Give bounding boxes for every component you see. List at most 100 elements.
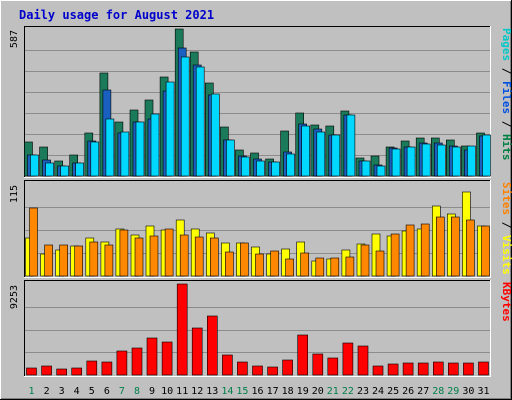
x-tick-label: 11 [176, 386, 188, 397]
series-sites [29, 207, 490, 277]
legend-item: Files [500, 81, 512, 114]
x-tick-label: 17 [267, 386, 279, 397]
plot-area-bottom [24, 280, 491, 377]
legend-item: Sites [500, 182, 512, 215]
bar-sites [164, 228, 174, 277]
bar-kbytes [237, 361, 248, 376]
bar-kbytes [432, 361, 444, 376]
bar-sites [194, 236, 204, 277]
bar-sites [44, 244, 53, 277]
bar-pages [286, 153, 295, 177]
bar-sites [225, 251, 234, 277]
bar-sites [435, 216, 445, 277]
bar-pages [391, 148, 401, 177]
bar-kbytes [252, 365, 263, 376]
bar-pages [421, 143, 431, 177]
legend-item: / [500, 215, 512, 235]
bar-sites [315, 257, 325, 277]
bar-kbytes [146, 337, 158, 376]
bar-sites [240, 242, 249, 277]
bar-kbytes [282, 359, 293, 376]
x-tick-label: 19 [297, 386, 309, 397]
legend-item: KBytes [500, 282, 512, 322]
bar-pages [165, 81, 175, 177]
x-tick-label: 14 [221, 386, 233, 397]
bar-pages [75, 162, 84, 177]
bar-sites [390, 233, 400, 277]
bar-sites [360, 244, 370, 277]
bar-pages [467, 145, 476, 177]
x-tick-label: 15 [236, 386, 248, 397]
bar-kbytes [56, 368, 68, 376]
bar-kbytes [312, 353, 324, 376]
bar-kbytes [207, 315, 218, 376]
x-tick-label: 10 [161, 386, 173, 397]
bar-kbytes [357, 345, 369, 376]
bar-pages [135, 121, 145, 177]
x-tick-label: 9 [149, 386, 155, 397]
bar-pages [361, 160, 371, 177]
x-tick-label: 18 [282, 386, 294, 397]
bar-sites [345, 256, 355, 277]
x-tick-label: 20 [312, 386, 324, 397]
bar-sites [375, 250, 385, 277]
x-tick-label: 7 [119, 386, 125, 397]
legend-bottom: KBytes [500, 282, 512, 322]
bar-pages [226, 139, 235, 177]
bar-sites [149, 235, 159, 277]
bar-sites [481, 225, 490, 277]
legend-item: Hits [500, 134, 512, 161]
bar-kbytes [176, 283, 188, 376]
bar-sites [285, 258, 294, 277]
bar-sites [330, 257, 340, 277]
bar-kbytes [463, 362, 474, 376]
bar-pages [45, 162, 54, 177]
bar-pages [376, 165, 386, 177]
bar-pages [482, 134, 491, 177]
panel-top: 587 Pages / Files / Hits [9, 26, 512, 178]
bar-pages [301, 125, 311, 177]
bar-pages [271, 161, 280, 177]
x-tick-label: 25 [387, 386, 399, 397]
bar-pages [90, 141, 100, 177]
panel-bottom: 9253 KBytes [9, 280, 512, 377]
x-tick-label: 29 [447, 386, 459, 397]
x-tick-label: 8 [134, 386, 140, 397]
series-pages [30, 56, 491, 177]
bar-pages [331, 134, 341, 177]
bar-sites [179, 234, 189, 277]
bar-kbytes [297, 334, 309, 376]
bar-kbytes [447, 362, 459, 376]
y-max-label-middle: 115 [9, 185, 20, 203]
bar-sites [74, 245, 83, 277]
bar-sites [450, 216, 460, 277]
bar-pages [316, 131, 326, 177]
legend-item: / [500, 61, 512, 81]
bar-kbytes [191, 327, 203, 376]
bar-sites [255, 253, 264, 277]
bar-sites [420, 223, 430, 277]
chart-panels: 587 Pages / Files / Hits 115 Sites / Visits… [9, 26, 512, 377]
bar-kbytes [478, 361, 489, 376]
bar-kbytes [131, 347, 143, 376]
bar-kbytes [267, 366, 278, 376]
bar-kbytes [402, 362, 414, 376]
bar-kbytes [372, 365, 384, 376]
x-axis: 1 2 3 4 5 6 7 8 9 10 11 12 13 14 15 16 17 18 19 20 21 22 23 24 2… [28, 386, 489, 397]
bar-pages [406, 146, 416, 177]
bar-kbytes [161, 341, 173, 376]
x-tick-label: 6 [104, 386, 110, 397]
x-tick-label: 21 [327, 386, 339, 397]
series-kbytes [26, 283, 489, 376]
x-tick-label: 22 [342, 386, 354, 397]
x-tick-label: 28 [432, 386, 444, 397]
bar-kbytes [222, 354, 233, 376]
x-tick-label: 31 [477, 386, 489, 397]
x-tick-label: 2 [44, 386, 50, 397]
y-max-label-top: 587 [9, 30, 20, 48]
bar-kbytes [41, 365, 52, 376]
bar-sites [29, 207, 38, 277]
bar-sites [466, 219, 475, 277]
x-tick-label: 4 [74, 386, 80, 397]
